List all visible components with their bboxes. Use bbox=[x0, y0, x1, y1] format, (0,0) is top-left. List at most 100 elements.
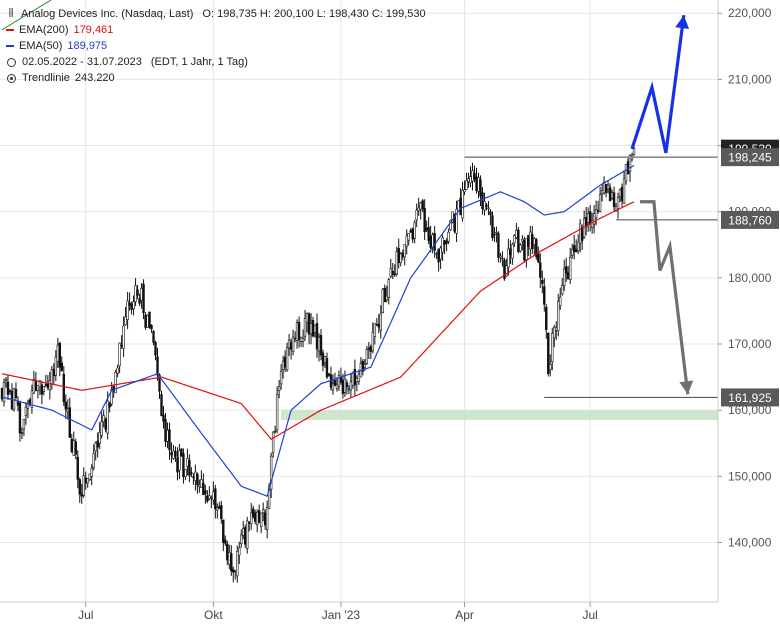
candle-body-306 bbox=[610, 192, 614, 199]
chart-legend: ⫼ Analog Devices Inc. (Nasdaq, Last) O: … bbox=[6, 6, 426, 86]
candle-body-250 bbox=[499, 255, 502, 258]
candle-body-107 bbox=[214, 488, 217, 510]
trend-label: Trendlinie bbox=[22, 72, 70, 84]
candle-body-178 bbox=[355, 377, 359, 383]
candle-body-125 bbox=[250, 512, 253, 525]
candle-body-78 bbox=[156, 356, 159, 376]
candle-body-9 bbox=[18, 402, 22, 434]
candle-body-161 bbox=[321, 352, 325, 366]
candle-body-199 bbox=[397, 248, 400, 264]
candle-body-113 bbox=[226, 543, 229, 561]
period-range: 02.05.2022 - 31.07.2023 bbox=[22, 56, 142, 68]
candle-body-239 bbox=[477, 177, 480, 192]
candlestick-icon: ⫼ bbox=[8, 8, 14, 19]
candle-body-285 bbox=[569, 256, 572, 280]
support-zone-rect bbox=[281, 410, 718, 421]
candle-body-212 bbox=[423, 208, 426, 233]
candle-body-162 bbox=[323, 356, 327, 364]
candle-body-194 bbox=[387, 279, 390, 298]
candle-body-90 bbox=[180, 448, 183, 457]
candle-body-233 bbox=[465, 180, 468, 190]
level-label-0-box bbox=[721, 148, 779, 167]
candle-body-51 bbox=[102, 415, 105, 423]
candle-body-257 bbox=[513, 235, 516, 244]
candle-body-210 bbox=[419, 202, 422, 210]
candle-body-153 bbox=[305, 313, 309, 323]
candle-body-36 bbox=[72, 440, 75, 456]
candle-body-121 bbox=[242, 528, 245, 536]
candle-body-2 bbox=[4, 378, 8, 381]
candle-body-57 bbox=[114, 371, 117, 394]
candle-body-3 bbox=[6, 381, 10, 395]
candle-body-179 bbox=[357, 374, 361, 382]
y-tick-label-0: 140,000 bbox=[728, 535, 772, 549]
candle-body-111 bbox=[222, 519, 225, 543]
x-axis: Jul Okt Jan '23 Apr Jul bbox=[0, 601, 718, 622]
candle-body-35 bbox=[70, 438, 73, 452]
candle-body-206 bbox=[411, 228, 414, 240]
candle-body-7 bbox=[14, 388, 18, 398]
candle-body-112 bbox=[224, 539, 227, 544]
candle-body-272 bbox=[543, 286, 546, 305]
candle-body-225 bbox=[449, 220, 452, 231]
gridlines bbox=[0, 0, 718, 602]
level-label-2-box bbox=[721, 388, 779, 407]
candle-body-243 bbox=[485, 204, 488, 207]
candle-body-128 bbox=[255, 511, 259, 526]
candle-body-200 bbox=[399, 253, 402, 264]
candle-body-27 bbox=[54, 356, 58, 376]
legend-ema200-row: EMA(200) 179,461 bbox=[6, 22, 426, 38]
x-tick-label-3: Apr bbox=[455, 608, 474, 622]
candle-body-170 bbox=[339, 376, 343, 383]
candle-body-72 bbox=[144, 314, 147, 328]
candle-body-171 bbox=[341, 380, 345, 394]
ema200-label: EMA(200) bbox=[19, 24, 69, 36]
x-tick-label-4: Jul bbox=[582, 608, 597, 622]
candle-body-40 bbox=[80, 493, 83, 497]
candle-body-204 bbox=[407, 233, 410, 241]
candle-body-37 bbox=[74, 441, 77, 455]
candle-body-283 bbox=[565, 266, 568, 274]
level-label-2-text: 161,925 bbox=[728, 391, 772, 405]
candle-body-311 bbox=[620, 186, 624, 202]
candle-body-231 bbox=[461, 189, 464, 219]
candle-body-160 bbox=[319, 335, 323, 356]
candle-body-275 bbox=[549, 364, 552, 370]
level-label-0-text: 198,245 bbox=[728, 151, 772, 165]
candle-body-284 bbox=[567, 272, 570, 280]
candle-body-89 bbox=[178, 450, 181, 471]
candle-body-117 bbox=[234, 570, 237, 573]
candle-body-99 bbox=[198, 484, 201, 488]
candle-body-273 bbox=[545, 306, 548, 330]
candle-body-106 bbox=[212, 491, 215, 501]
candles bbox=[0, 144, 636, 583]
candle-body-267 bbox=[533, 238, 536, 246]
candle-body-187 bbox=[373, 323, 377, 337]
candle-body-241 bbox=[481, 192, 484, 209]
candle-body-151 bbox=[301, 338, 305, 342]
candle-body-84 bbox=[168, 429, 171, 451]
candle-body-174 bbox=[347, 388, 351, 391]
candle-body-45 bbox=[90, 467, 93, 477]
candle-body-305 bbox=[608, 187, 612, 202]
candle-body-286 bbox=[570, 248, 574, 256]
candle-body-132 bbox=[263, 512, 267, 526]
candle-body-176 bbox=[351, 372, 355, 386]
candle-body-129 bbox=[257, 510, 261, 523]
candle-body-277 bbox=[553, 326, 556, 339]
candle-body-19 bbox=[38, 380, 42, 388]
candle-body-58 bbox=[116, 367, 119, 374]
candle-body-258 bbox=[515, 230, 518, 238]
candle-body-215 bbox=[429, 235, 432, 248]
candle-body-172 bbox=[343, 378, 347, 393]
scenario-arrows bbox=[630, 15, 694, 395]
candle-body-88 bbox=[176, 457, 179, 473]
candle-body-299 bbox=[596, 210, 600, 212]
legend-trend-row: Trendlinie 243.220 bbox=[6, 70, 426, 86]
candle-body-77 bbox=[154, 342, 157, 356]
legend-ema50-row: EMA(50) 189,975 bbox=[6, 38, 426, 54]
candle-body-114 bbox=[228, 552, 231, 565]
candle-body-12 bbox=[24, 406, 28, 416]
candle-body-237 bbox=[473, 173, 476, 180]
